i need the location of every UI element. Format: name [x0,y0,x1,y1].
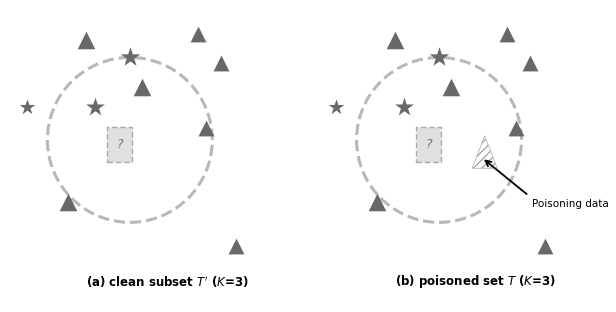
Point [434,55,444,60]
Point [22,105,31,110]
Point [525,61,535,66]
Point [125,55,135,60]
Text: ?: ? [116,138,123,151]
FancyBboxPatch shape [107,127,132,162]
Point [89,105,99,110]
Point [331,105,341,110]
Point [81,37,91,42]
Text: ?: ? [426,138,432,151]
Point [511,126,521,131]
Point [540,243,550,248]
Point [193,32,203,37]
Point [201,126,211,131]
Point [231,243,241,248]
Point [372,199,382,204]
Text: (b) poisoned set $T$ ($K$=3): (b) poisoned set $T$ ($K$=3) [395,273,556,290]
Point [399,105,408,110]
FancyBboxPatch shape [416,127,441,162]
Point [137,84,147,89]
Point [216,61,226,66]
Text: Poisoning data: Poisoning data [532,199,609,209]
Text: (a) clean subset $T'$ ($K$=3): (a) clean subset $T'$ ($K$=3) [86,275,248,290]
Point [63,199,73,204]
Point [502,32,512,37]
Point [390,37,400,42]
Point [446,84,456,89]
